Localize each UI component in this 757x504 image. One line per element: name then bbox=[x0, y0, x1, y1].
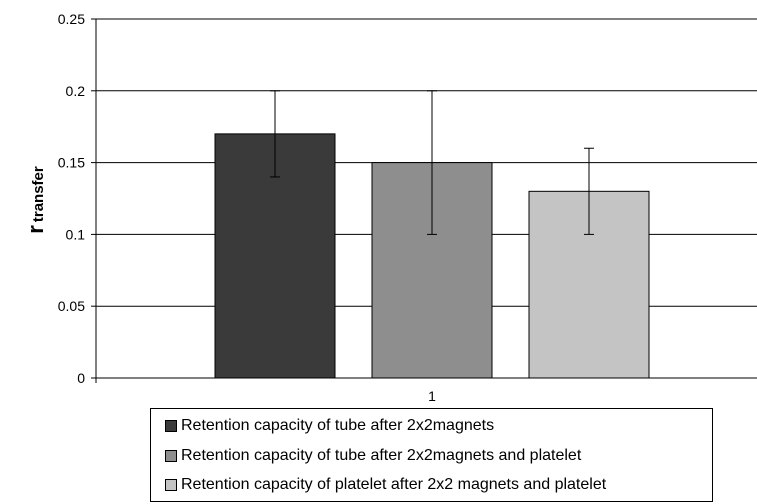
legend-item-tube-platelet: Retention capacity of tube after 2x2magn… bbox=[165, 445, 581, 467]
y-axis-title: r transfer bbox=[23, 166, 48, 234]
legend-label-platelet: Retention capacity of platelet after 2x2… bbox=[181, 476, 607, 493]
y-tick-labels: 0 0.05 0.1 0.15 0.2 0.25 bbox=[58, 11, 85, 386]
y-tick-label: 0.25 bbox=[58, 11, 85, 27]
legend-label-tube: Retention capacity of tube after 2x2magn… bbox=[181, 417, 495, 434]
legend-swatch-tube-platelet bbox=[165, 450, 177, 462]
y-tick-label: 0.2 bbox=[66, 83, 86, 99]
legend-item-tube: Retention capacity of tube after 2x2magn… bbox=[165, 415, 494, 437]
y-axis-title-main: r bbox=[23, 225, 48, 234]
y-tick-label: 0.1 bbox=[66, 226, 86, 242]
y-axis-title-subscript: transfer bbox=[30, 166, 47, 222]
y-tick-label: 0.15 bbox=[58, 155, 85, 171]
x-tick-label: 1 bbox=[428, 388, 436, 404]
error-bars bbox=[270, 90, 594, 235]
y-tick-label: 0.05 bbox=[58, 298, 85, 314]
y-tick-label: 0 bbox=[77, 370, 85, 386]
legend-swatch-tube bbox=[165, 420, 177, 432]
legend-item-platelet: Retention capacity of platelet after 2x2… bbox=[165, 474, 606, 496]
axes bbox=[95, 19, 757, 383]
legend: Retention capacity of tube after 2x2magn… bbox=[150, 408, 713, 502]
legend-label-tube-platelet: Retention capacity of tube after 2x2magn… bbox=[181, 447, 582, 464]
bars bbox=[214, 133, 650, 379]
legend-swatch-platelet bbox=[165, 479, 177, 491]
